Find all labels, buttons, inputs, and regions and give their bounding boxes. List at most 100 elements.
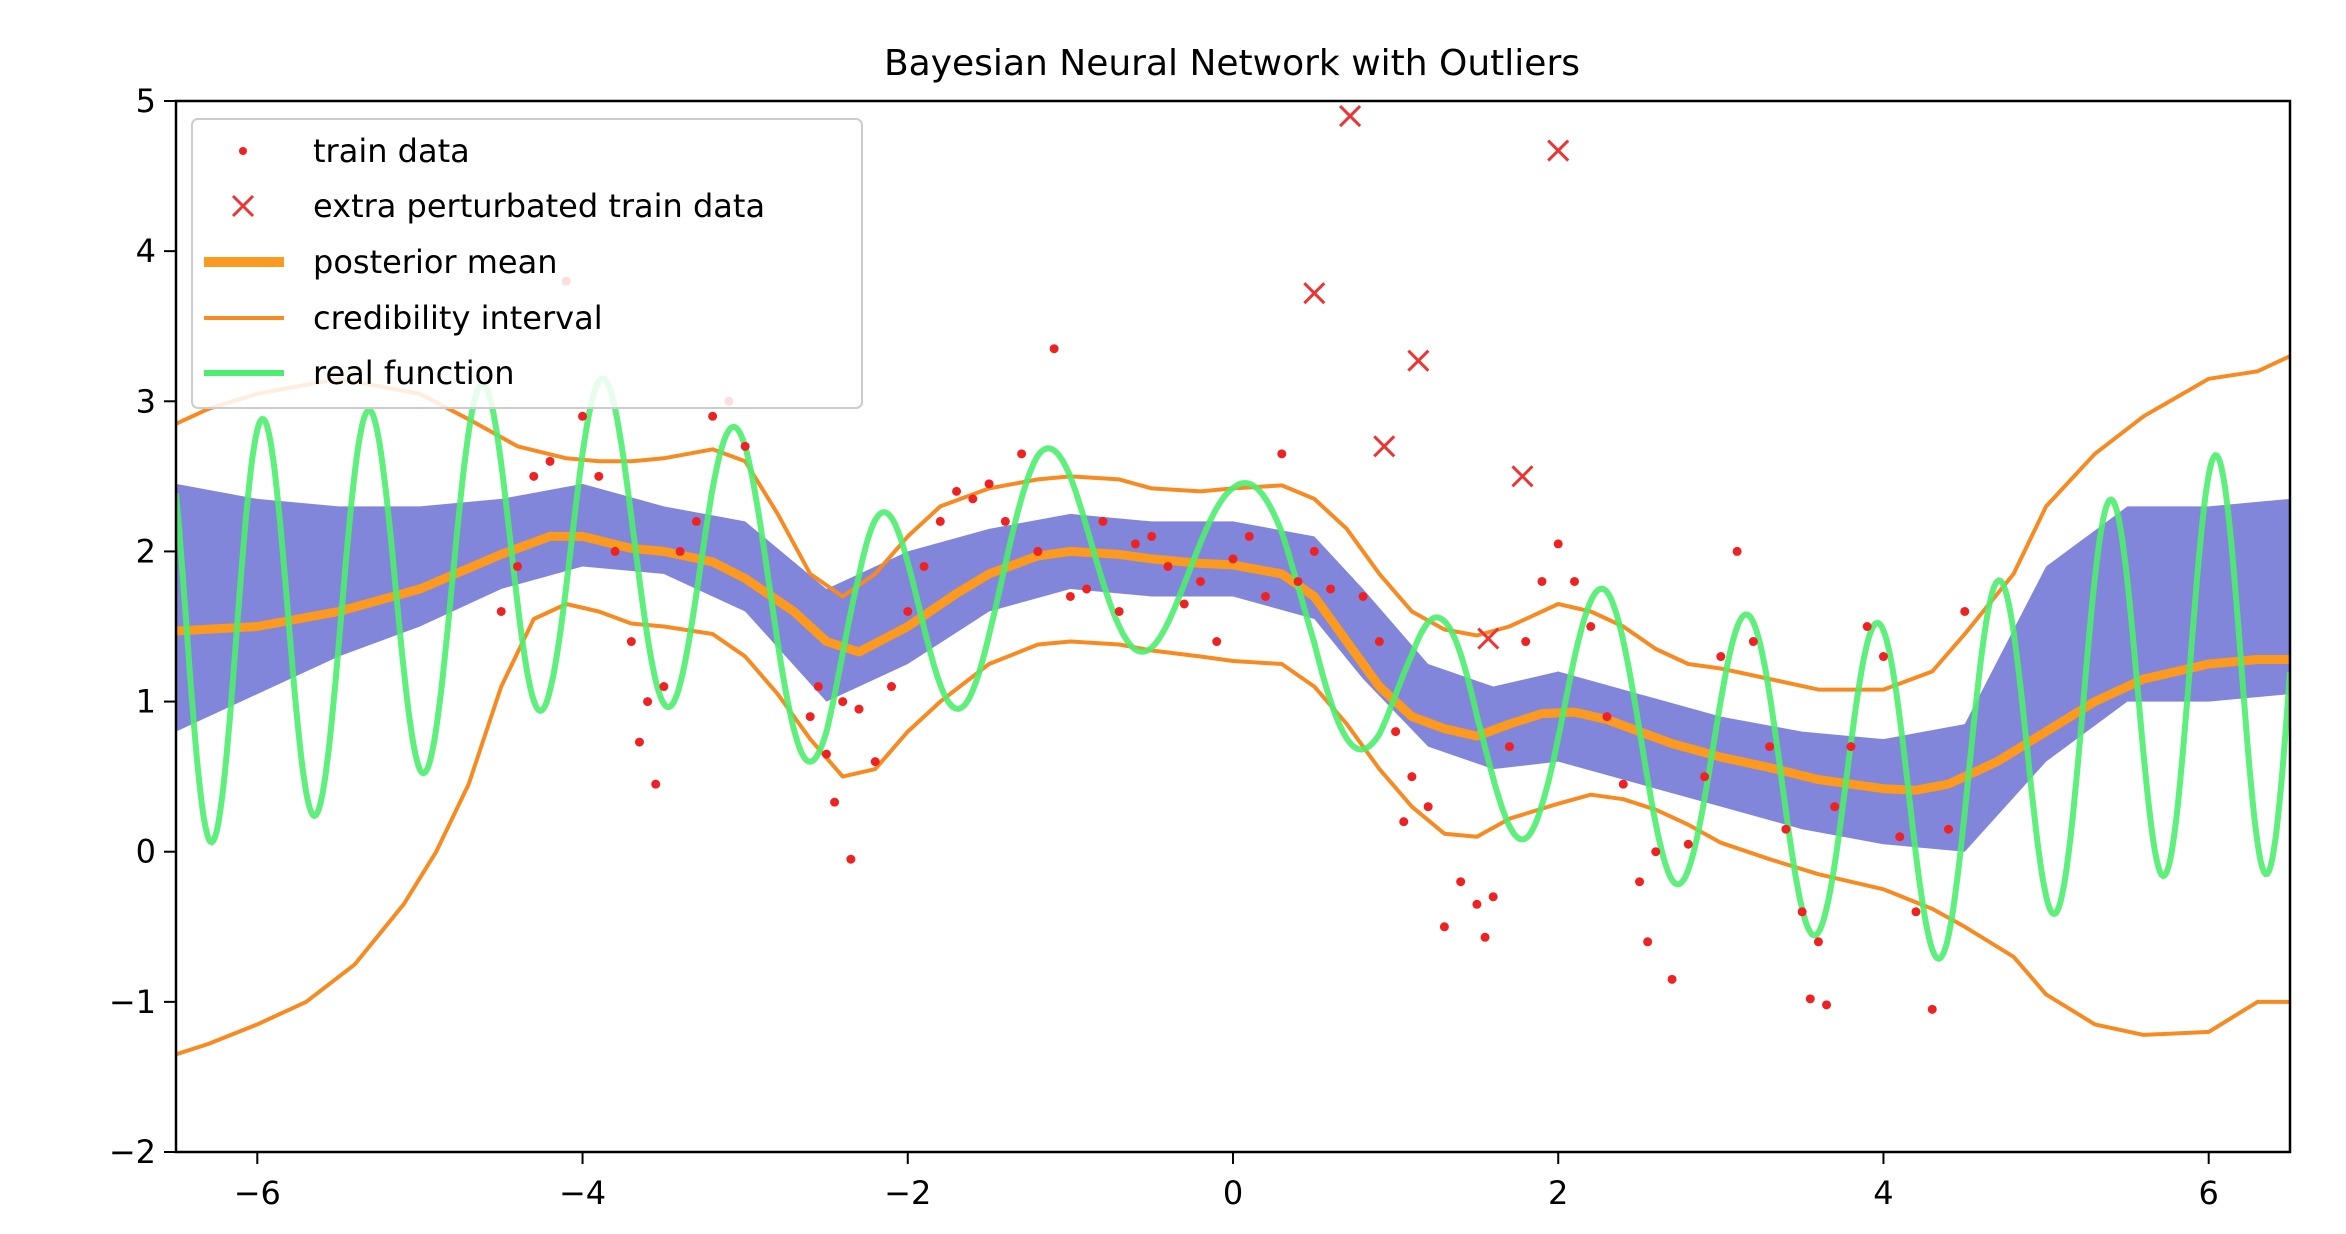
train-point — [512, 561, 522, 571]
train-point — [1797, 907, 1807, 917]
x-tick-label: 0 — [1223, 1174, 1243, 1212]
y-tick-label: 1 — [136, 683, 156, 721]
extra-point — [1339, 104, 1362, 128]
train-point — [1326, 584, 1336, 594]
train-point — [529, 471, 539, 481]
train-point — [919, 561, 929, 571]
train-point — [1114, 606, 1124, 616]
train-point — [846, 854, 856, 864]
train-point — [1683, 839, 1693, 849]
series-ci-lower — [176, 602, 2290, 1057]
series-layer — [176, 354, 2290, 1057]
legend-label-mean: posterior mean — [313, 243, 558, 281]
train-point — [1911, 907, 1921, 917]
train-point — [1716, 652, 1726, 662]
train-point — [1700, 772, 1710, 782]
train-point — [1049, 344, 1059, 354]
train-point — [1033, 546, 1043, 556]
x-tick-label: −6 — [234, 1174, 281, 1212]
train-point — [626, 637, 636, 647]
y-tick-label: 5 — [136, 82, 156, 120]
train-point — [1618, 779, 1628, 789]
x-tick-label: −4 — [559, 1174, 606, 1212]
train-point — [1927, 1004, 1937, 1014]
y-tick-label: −1 — [109, 983, 156, 1021]
train-point — [1065, 591, 1075, 601]
extra-point — [1477, 627, 1500, 650]
train-point — [1488, 892, 1498, 902]
train-point — [1293, 576, 1303, 586]
y-tick-label: 4 — [136, 232, 156, 270]
train-point — [1765, 742, 1775, 752]
train-point — [1862, 622, 1872, 631]
train-point — [1017, 449, 1027, 459]
train-point — [1960, 606, 1970, 616]
train-point — [1635, 877, 1645, 887]
train-point — [1569, 576, 1579, 586]
x-tick-label: 6 — [2199, 1174, 2219, 1212]
train-point — [1163, 561, 1173, 571]
series-real-function — [176, 375, 2290, 963]
legend-frame — [191, 118, 863, 409]
train-point — [496, 606, 506, 616]
train-point — [935, 516, 945, 526]
train-point — [1944, 824, 1954, 834]
points-layer — [496, 104, 1970, 1014]
axes: −6 −4 −2 0 2 4 6 −2 −1 0 1 2 3 4 5 — [109, 82, 2292, 1212]
train-point — [1813, 937, 1823, 947]
train-point — [1244, 531, 1254, 541]
posterior-samples-band — [176, 483, 2290, 852]
extra-point — [1373, 435, 1396, 458]
train-point — [903, 606, 913, 616]
train-point — [1667, 974, 1677, 984]
extra-point — [1511, 465, 1534, 488]
train-point — [740, 441, 750, 451]
train-point — [1504, 742, 1514, 752]
train-point — [1098, 516, 1108, 526]
train-point — [578, 411, 588, 421]
train-point — [870, 757, 880, 767]
samples-band-core — [176, 483, 2290, 852]
train-point — [708, 411, 718, 421]
train-point — [1748, 637, 1758, 647]
train-point — [651, 779, 661, 789]
train-point — [1374, 637, 1384, 647]
train-point — [643, 697, 653, 707]
train-point — [1805, 994, 1815, 1004]
train-point — [830, 797, 840, 807]
train-point — [1781, 824, 1791, 834]
train-point — [887, 682, 897, 692]
x-tick-label: 4 — [1873, 1174, 1893, 1212]
extra-point — [1407, 349, 1430, 372]
train-point — [821, 749, 831, 759]
train-point — [1732, 546, 1742, 556]
train-point — [1195, 576, 1205, 586]
train-point — [1830, 802, 1840, 812]
train-point — [1878, 652, 1888, 662]
extra-point — [1547, 139, 1570, 162]
train-point — [1651, 847, 1661, 857]
y-tick-label: 3 — [136, 382, 156, 420]
train-point — [984, 479, 994, 489]
train-point — [1521, 637, 1531, 647]
train-point — [1000, 516, 1010, 526]
train-point — [1391, 727, 1401, 737]
train-point — [1439, 922, 1449, 932]
train-point — [813, 682, 823, 692]
train-point — [968, 494, 978, 504]
train-point — [1480, 932, 1490, 942]
train-point — [805, 712, 815, 722]
train-point — [1399, 817, 1409, 827]
train-point — [594, 471, 604, 481]
y-tick-label: 2 — [136, 532, 156, 570]
train-point — [1261, 591, 1271, 601]
train-point — [1602, 712, 1612, 722]
extra-point — [1303, 282, 1326, 305]
train-point — [1358, 591, 1368, 601]
train-point — [675, 546, 685, 556]
train-point — [1643, 937, 1653, 947]
train-point — [1423, 802, 1433, 812]
y-tick-label: −2 — [109, 1133, 156, 1171]
train-point — [1082, 584, 1092, 594]
